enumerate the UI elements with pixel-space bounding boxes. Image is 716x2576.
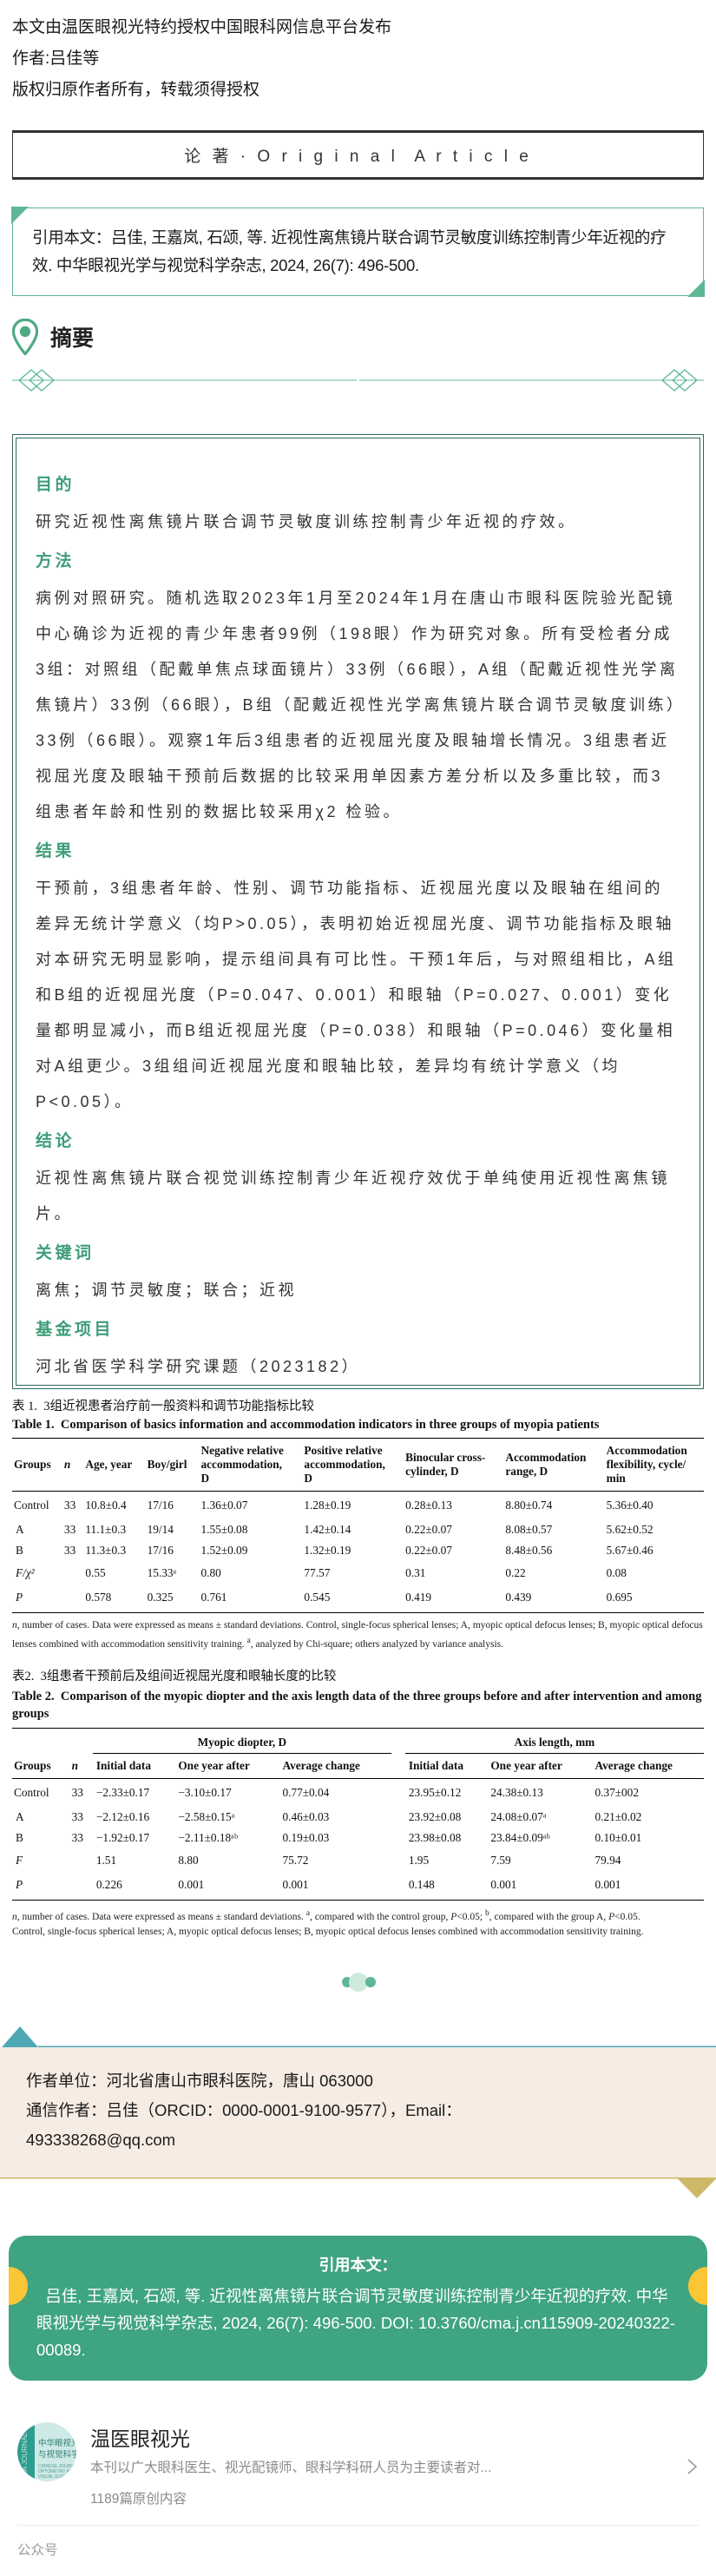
svg-text:与视觉科学杂志: 与视觉科学杂志 [38,2449,76,2460]
svg-text:VISUAL SCIENCE: VISUAL SCIENCE [38,2474,75,2480]
svg-text:中华眼视光学: 中华眼视光学 [38,2438,76,2448]
svg-text:CMA JOURNAL: CMA JOURNAL [21,2432,29,2481]
